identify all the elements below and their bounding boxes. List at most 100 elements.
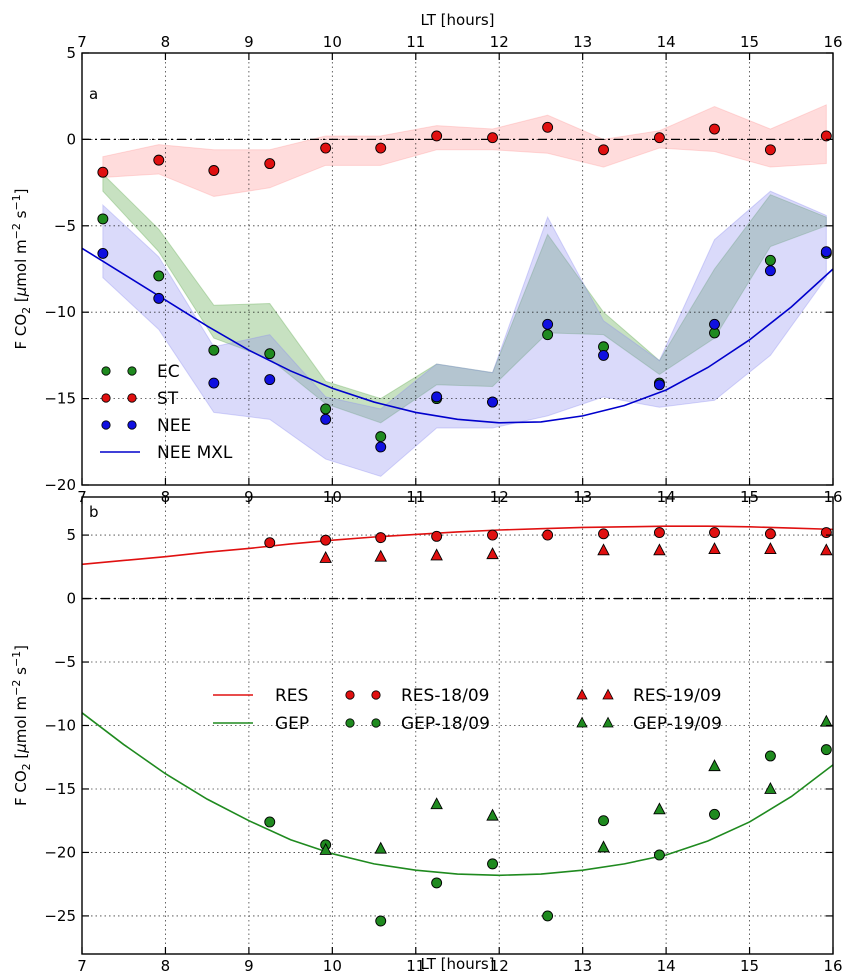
res-19-09-marker [764,542,777,554]
ec-marker [320,403,332,415]
legend-marker [345,718,355,728]
y-tick-label: 5 [66,526,76,544]
x-axis-title-top: LT [hours] [420,11,494,29]
panel-label-b: b [89,503,99,521]
res-18-09-marker [431,530,443,542]
res-19-09-marker [708,542,721,554]
nee-marker [97,247,109,259]
legend-label: ST [157,389,179,409]
nee-marker [542,318,554,330]
gep-19-09-marker [708,759,721,772]
nee-points [97,246,832,453]
st-marker [97,166,109,178]
legend-marker [576,688,588,700]
x-tick-label: 16 [823,957,842,971]
legend-marker [345,690,355,700]
res-18-09-marker [598,528,609,540]
gep-19-09-marker [653,802,666,815]
y-tick-label: −5 [54,653,76,671]
nee-marker [320,413,332,425]
y-tick-label: −5 [54,217,76,235]
x-tick-label-top: 13 [573,33,592,51]
ec-marker [764,254,776,266]
gep-18-09-marker [764,750,776,762]
legend-marker [371,690,381,700]
grid-b [81,497,834,954]
y-axis-title-b: F CO2 [μmol m−2 s−1] [10,645,33,806]
gep-19-09-marker [597,840,610,853]
legend-marker [101,420,111,430]
x-axis-title: LT [hours] [420,955,494,971]
gep-18-09-marker [542,910,554,922]
res-18-09-points [264,527,832,549]
legend-marker [101,366,111,376]
nee-marker [653,379,665,391]
gep-18-09-marker [709,808,720,820]
ec-marker [208,344,220,356]
res-18-09-marker [820,527,832,538]
gep-18-09-marker [431,877,443,889]
res-19-09-marker [430,548,443,561]
res-line [81,525,834,566]
x-tick-label-top: 7 [77,33,87,51]
legend-label: NEE [157,416,191,436]
st-marker [375,142,387,154]
x-tick-label-top: 10 [323,33,342,51]
res-18-09-marker [487,529,498,541]
legend-label: GEP-18/09 [401,714,490,734]
y-tick-label: −15 [44,390,76,408]
legend-marker [576,716,588,728]
legend-marker [127,366,137,376]
legend-label: GEP-19/09 [633,714,722,734]
gep-18-09-points [264,744,832,927]
nee-marker [709,318,720,330]
res-18-09-marker [264,537,276,549]
gep-18-09-marker [487,858,498,870]
y-tick-label: −25 [44,907,76,925]
st-marker [709,123,720,135]
st-marker [764,144,776,156]
gep-18-09-marker [264,816,276,828]
st-marker [653,132,665,144]
x-tick-label-top: 11 [406,33,425,51]
legend-marker [127,420,137,430]
res-19-09-marker [653,543,666,556]
nee-marker [264,374,276,386]
gep-18-09-marker [598,815,609,827]
st-marker [208,165,220,176]
gep-18-09-marker [375,915,387,927]
res-18-09-marker [375,532,387,544]
st-marker [820,130,832,142]
res-19-09-marker [319,550,332,563]
gep-19-09-marker [374,841,387,854]
res-19-09-points [319,542,833,563]
res-18-09-marker [320,534,332,546]
x-tick-label: 13 [573,957,592,971]
gep-19-09-marker [820,714,833,727]
nee-marker [764,265,776,277]
st-points [97,121,832,178]
legend-label: NEE MXL [157,443,233,463]
gep-19-09-marker [486,808,499,821]
legend-label: GEP [275,714,309,734]
legend-marker [602,688,614,700]
ticks-b: 7 8 9 10 11 12 13 14 15 16−25−20−15−10−505 [44,497,843,975]
x-tick-label-top: 8 [161,33,171,51]
res-19-09-marker [374,549,387,562]
nee-marker [208,377,220,389]
nee-marker [153,292,165,304]
x-tick-label: 8 [161,957,171,971]
gep-19-09-marker [430,797,443,810]
legend-marker [101,393,111,403]
legend-b: RES RES-18/09 RES-19/09 GEP GEP-18/09 GEP-19/… [213,686,722,734]
ec-marker [542,329,554,341]
x-tick-label: 9 [244,957,254,971]
res-19-09-marker [597,543,610,556]
gep-19-09-marker [319,842,332,855]
st-marker [264,158,276,170]
nee-marker [820,246,832,258]
y-tick-label: −20 [44,843,76,861]
legend-label: RES-18/09 [401,686,489,706]
